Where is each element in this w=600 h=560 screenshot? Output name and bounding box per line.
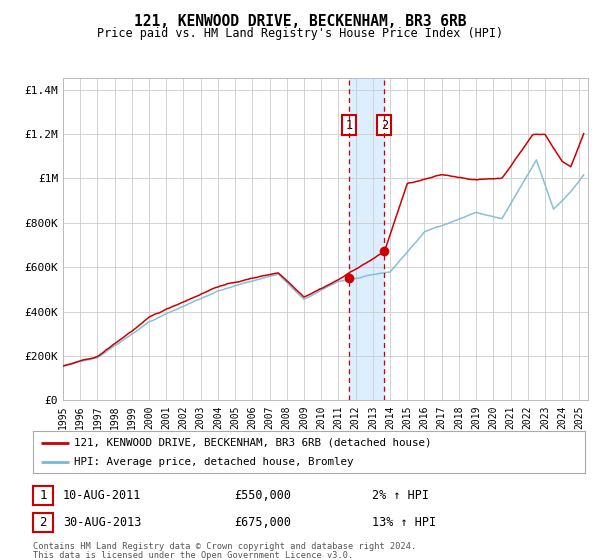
Text: £675,000: £675,000 [234, 516, 291, 529]
Text: 10-AUG-2011: 10-AUG-2011 [63, 489, 142, 502]
Text: 2: 2 [381, 119, 388, 132]
Text: £550,000: £550,000 [234, 489, 291, 502]
Text: 2% ↑ HPI: 2% ↑ HPI [372, 489, 429, 502]
Bar [349, 78, 385, 400]
Text: HPI: Average price, detached house, Bromley: HPI: Average price, detached house, Brom… [74, 457, 354, 467]
Text: This data is licensed under the Open Government Licence v3.0.: This data is licensed under the Open Gov… [33, 551, 353, 560]
Text: Contains HM Land Registry data © Crown copyright and database right 2024.: Contains HM Land Registry data © Crown c… [33, 542, 416, 551]
Text: 1: 1 [39, 489, 47, 502]
Text: 2: 2 [39, 516, 47, 529]
Text: 1: 1 [345, 119, 352, 132]
Text: Price paid vs. HM Land Registry's House Price Index (HPI): Price paid vs. HM Land Registry's House … [97, 27, 503, 40]
Text: 30-AUG-2013: 30-AUG-2013 [63, 516, 142, 529]
Text: 121, KENWOOD DRIVE, BECKENHAM, BR3 6RB (detached house): 121, KENWOOD DRIVE, BECKENHAM, BR3 6RB (… [74, 437, 432, 447]
Text: 121, KENWOOD DRIVE, BECKENHAM, BR3 6RB: 121, KENWOOD DRIVE, BECKENHAM, BR3 6RB [134, 14, 466, 29]
Text: 13% ↑ HPI: 13% ↑ HPI [372, 516, 436, 529]
